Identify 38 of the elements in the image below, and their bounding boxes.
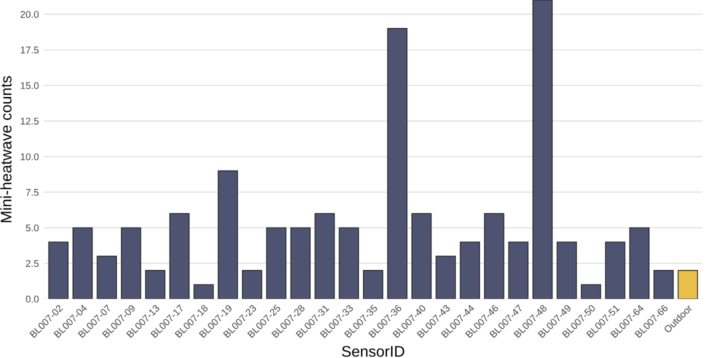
bar [169, 213, 190, 299]
bar [145, 270, 166, 299]
bar [48, 242, 69, 299]
bar [387, 28, 408, 299]
bar [436, 256, 456, 299]
y-tick-label: 5.0 [26, 224, 39, 232]
bar [580, 284, 602, 299]
y-tick-label: 0.0 [26, 296, 39, 303]
bar [314, 213, 335, 299]
bar [194, 284, 214, 299]
bar [218, 170, 238, 299]
y-tick-label: 2.5 [26, 260, 39, 267]
bar [338, 227, 360, 299]
y-tick-label: 15.0 [20, 82, 39, 90]
bar [629, 227, 650, 299]
bar [411, 213, 432, 299]
bar [363, 270, 384, 299]
bar [508, 242, 528, 299]
bar [120, 227, 142, 299]
bar [290, 227, 311, 299]
x-axis-title: SensorID [342, 346, 404, 357]
y-tick-label: 17.5 [20, 46, 39, 54]
bar [605, 242, 626, 299]
y-tick-label: 10.0 [20, 153, 39, 160]
bar [532, 0, 553, 299]
bar [72, 227, 93, 299]
bar [678, 270, 698, 299]
bar [654, 270, 674, 299]
bar [96, 256, 117, 299]
bar [266, 227, 286, 299]
y-tick-label: 7.5 [26, 189, 39, 196]
bar [556, 242, 577, 299]
y-tick-label: 20.0 [20, 10, 39, 18]
y-tick-label: 12.5 [20, 118, 39, 125]
bar [460, 242, 480, 299]
bar [242, 270, 262, 299]
bar [484, 213, 504, 299]
y-axis-title: Mini-heatwave counts [0, 76, 12, 222]
